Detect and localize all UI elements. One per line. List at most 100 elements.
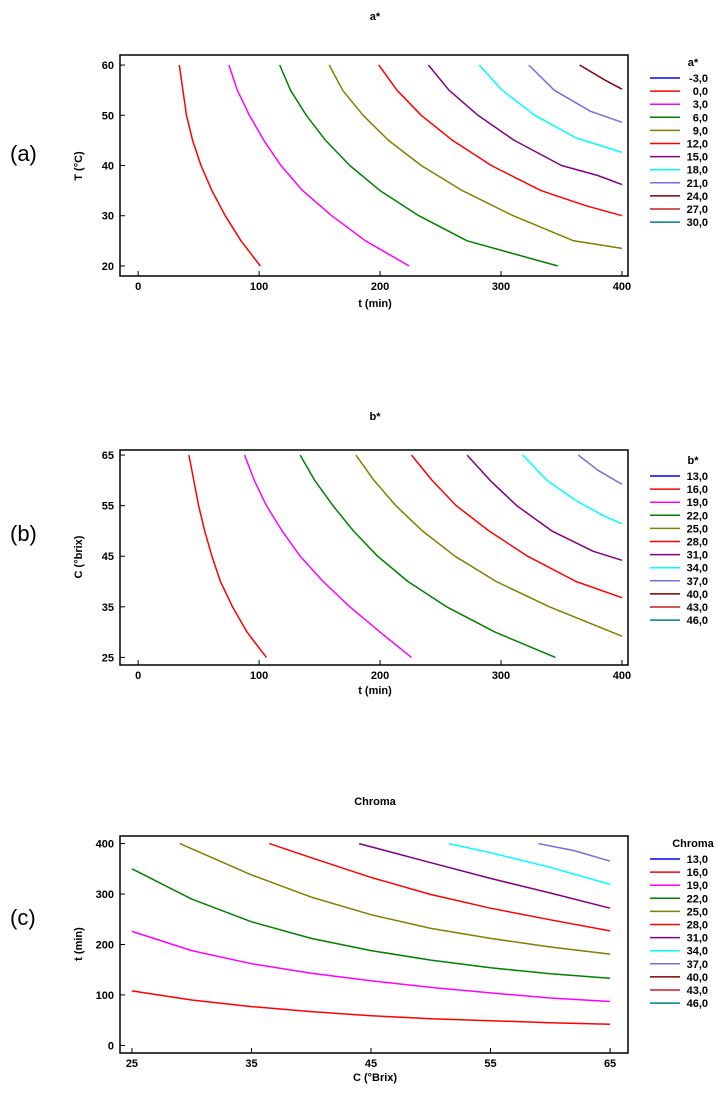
panel-c-y-tick-label: 400 (96, 839, 114, 851)
panel-c: (c) Chroma 25 35 45 55 65 0 100 200 300 400 C (°… (10, 796, 715, 1084)
panel-a-y-ticks: 20 30 40 50 60 (102, 60, 125, 273)
panel-a-contour-line-4 (328, 64, 623, 250)
panel-a-legend-label: 3,0 (693, 99, 708, 111)
panel-c-contour-line-6 (358, 842, 611, 909)
panel-a-x-tick-label: 200 (371, 281, 389, 293)
panel-c-contour-line-7 (448, 842, 611, 886)
panel-b-title: b* (370, 411, 382, 423)
panel-b-x-ticks: 0 100 200 300 400 (135, 660, 631, 682)
panel-a-legend-label: 27,0 (687, 204, 708, 216)
panel-c-contour-line-1 (131, 990, 611, 1025)
panel-a-legend: a* -3,00,03,06,09,0 12,015,018,021,024,027… (650, 57, 708, 229)
panel-b-legend-label: 28,0 (687, 537, 708, 549)
panel-c-plot-frame (119, 835, 629, 1054)
panel-c-y-tick-label: 300 (96, 889, 114, 901)
panel-a-legend-label: 0,0 (693, 86, 708, 98)
panel-b-contour-line-7 (522, 454, 623, 525)
panel-c-series (131, 842, 611, 1025)
panel-c-legend-title: Chroma (672, 838, 714, 850)
panel-b-contour-line-2 (243, 454, 412, 658)
panel-a-y-tick-label: 50 (102, 110, 114, 122)
panel-a-y-tick-label: 60 (102, 60, 114, 72)
panel-b-legend-label: 31,0 (687, 550, 708, 562)
panel-a-y-tick-label: 30 (102, 211, 114, 223)
panel-b-legend-label: 34,0 (687, 563, 708, 575)
panel-c-contour-line-5 (269, 842, 611, 932)
panel-c-legend-label: 46,0 (687, 998, 708, 1010)
panel-b-contour-line-5 (410, 454, 623, 599)
panel-b-legend-label: 46,0 (687, 615, 708, 627)
panel-c-legend-label: 28,0 (687, 920, 708, 932)
panel-b-x-tick-label: 100 (250, 670, 268, 682)
panel-b-label: (b) (10, 521, 37, 546)
panel-b-contour-line-1 (188, 454, 267, 658)
panel-c-legend-label: 43,0 (687, 985, 708, 997)
panel-b-x-tick-label: 400 (613, 670, 631, 682)
panel-b-plot-frame (119, 449, 629, 666)
panel-a-legend-label: 12,0 (687, 139, 708, 151)
panel-b-legend-label: 16,0 (687, 484, 708, 496)
panel-a-x-tick-label: 400 (613, 281, 631, 293)
panel-a-contour-line-3 (279, 64, 559, 267)
panel-a-legend-label: 21,0 (687, 178, 708, 190)
panel-b-legend-label: 22,0 (687, 510, 708, 522)
panel-b-y-tick-label: 45 (102, 551, 114, 563)
panel-a-x-tick-label: 300 (492, 281, 510, 293)
panel-c-legend-label: 31,0 (687, 933, 708, 945)
panel-b-legend-label: 37,0 (687, 576, 708, 588)
panel-b-y-tick-label: 65 (102, 450, 114, 462)
panel-c-label: (c) (10, 905, 36, 930)
panel-b-contour-line-8 (577, 454, 623, 486)
panel-b-legend-label: 19,0 (687, 497, 708, 509)
panel-c-x-tick-label: 35 (245, 1058, 257, 1070)
panel-c-legend-label: 34,0 (687, 946, 708, 958)
panel-a-y-tick-label: 40 (102, 161, 114, 173)
panel-c-title: Chroma (354, 796, 396, 808)
panel-c-x-tick-label: 55 (484, 1058, 496, 1070)
panel-c-y-tick-label: 100 (96, 990, 114, 1002)
panel-a-contour-line-8 (528, 64, 623, 124)
panel-c-contour-line-8 (538, 842, 611, 862)
panel-a-legend-label: 6,0 (693, 112, 708, 124)
panel-a-x-ticks: 0 100 200 300 400 (135, 271, 631, 293)
panel-c-legend-label: 19,0 (687, 880, 708, 892)
panel-b-series (188, 454, 623, 659)
panel-a-y-axis-label: T (°C) (73, 151, 85, 181)
panel-a-contour-line-6 (427, 64, 623, 186)
panel-c-legend-label: 25,0 (687, 906, 708, 918)
panel-a-legend-label: -3,0 (689, 73, 708, 85)
panel-c-legend-label: 13,0 (687, 854, 708, 866)
panel-a-legend-title: a* (688, 57, 699, 69)
panel-b-x-tick-label: 200 (371, 670, 389, 682)
panel-b-legend-label: 40,0 (687, 589, 708, 601)
panel-c-x-axis-label: C (°Brix) (353, 1072, 397, 1084)
panel-a-contour-line-2 (228, 64, 410, 267)
panel-c-contour-line-3 (131, 868, 611, 980)
panel-b-legend-label: 43,0 (687, 602, 708, 614)
panel-c-legend-label: 22,0 (687, 893, 708, 905)
panel-b-x-tick-label: 0 (135, 670, 141, 682)
panel-c-y-tick-label: 0 (108, 1040, 114, 1052)
panel-b-y-tick-label: 35 (102, 602, 114, 614)
panel-b-x-axis-label: t (min) (358, 685, 392, 697)
panel-b-y-ticks: 25 35 45 55 65 (102, 450, 125, 664)
panel-b-x-tick-label: 300 (492, 670, 510, 682)
panel-c-y-axis-label: t (min) (73, 927, 85, 961)
panel-a-series (178, 64, 623, 267)
panel-a-contour-line-9 (579, 64, 623, 90)
panel-a-contour-line-7 (478, 64, 623, 154)
panel-c-legend-label: 37,0 (687, 959, 708, 971)
panel-b-y-tick-label: 25 (102, 652, 114, 664)
panel-b-contour-line-3 (299, 454, 556, 659)
panel-c-contour-line-4 (179, 842, 611, 955)
panel-a-contour-line-1 (178, 64, 261, 267)
panel-c-y-ticks: 0 100 200 300 400 (96, 839, 125, 1052)
panel-b-legend-label: 13,0 (687, 471, 708, 483)
panel-a-title: a* (370, 11, 381, 23)
panel-c-y-tick-label: 200 (96, 940, 114, 952)
panel-c-x-tick-label: 25 (126, 1058, 138, 1070)
panel-b-contour-line-6 (466, 454, 623, 562)
